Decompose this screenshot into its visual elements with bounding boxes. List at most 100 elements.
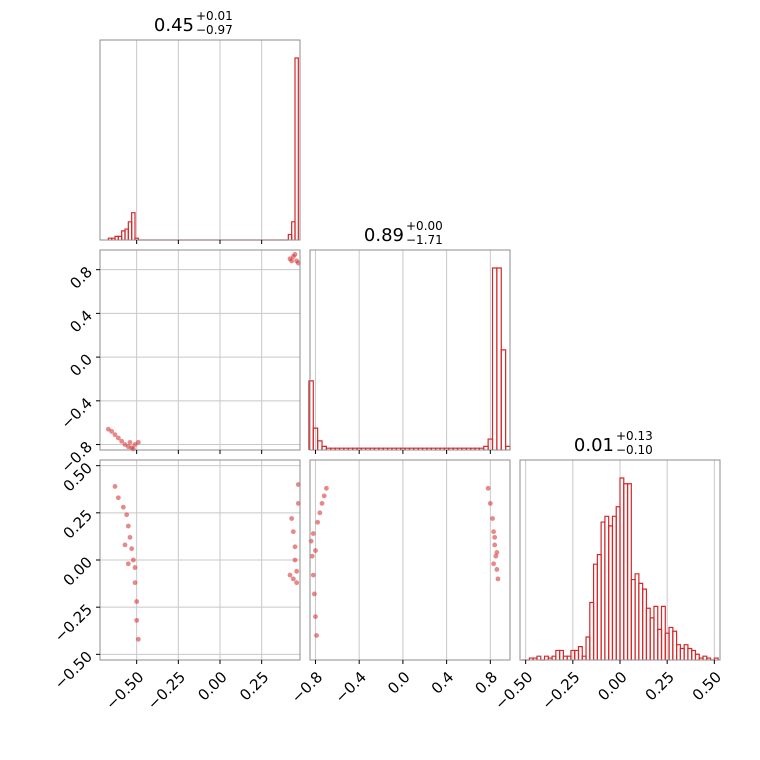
marginal-2-title: 0.89 +0.00−1.71 <box>364 219 443 247</box>
marginal-2-bar-2 <box>317 440 323 450</box>
marginal-3-xtick-label-0: −0.50 <box>491 668 536 713</box>
joint-3-1-point-10 <box>134 599 140 604</box>
marginal-3-xtick-label-1: −0.25 <box>538 668 583 713</box>
marginal-3-bar-51 <box>713 657 719 660</box>
marginal-3-bar-49 <box>706 657 712 660</box>
joint-3-2-point-17 <box>492 542 498 548</box>
joint-3-2-point-23 <box>491 561 497 567</box>
marginal-2-title-minus: −1.71 <box>406 233 443 247</box>
joint-3-1-point-5 <box>127 534 133 540</box>
marginal-2-bar-42 <box>491 267 498 450</box>
joint-3-2-point-4 <box>313 614 318 620</box>
joint-2-1-point-4 <box>119 438 125 444</box>
joint-3-2-point-6 <box>315 519 321 525</box>
joint-3-2-xtick-label-1: −0.4 <box>331 668 369 706</box>
joint-3-1-point-6 <box>129 546 135 552</box>
joint-3-2-point-20 <box>495 576 501 582</box>
joint-3-2-point-13 <box>485 485 491 491</box>
joint-2-1-point-2 <box>112 432 118 438</box>
marginal-2-title-value: 0.89 <box>364 225 404 246</box>
marginal-1-title-plus: +0.01 <box>196 9 233 23</box>
marginal-2-bar-40 <box>483 445 489 450</box>
joint-3-2-xtick-label-0: −0.8 <box>288 668 326 706</box>
marginal-1-bar-8 <box>134 237 139 240</box>
joint-3-2-point-3 <box>311 591 317 597</box>
joint-2-1-point-9 <box>135 439 141 445</box>
joint-3-1-xtick-label-3: 0.25 <box>236 668 272 704</box>
joint-3-2-point-0 <box>308 538 314 544</box>
marginal-3-title-minus: −0.10 <box>616 443 653 457</box>
joint-3-1-point-9 <box>132 580 138 586</box>
joint-3-2-xtick-label-3: 0.4 <box>428 668 458 698</box>
joint-3-2-point-14 <box>487 500 493 506</box>
joint-3-2-point-10 <box>323 485 329 491</box>
joint-3-2-point-11 <box>310 531 316 536</box>
joint-3-1-points <box>112 482 301 642</box>
marginal-3-bar-10 <box>559 649 564 660</box>
marginal-2-bars <box>308 267 511 450</box>
marginal-2-bar-3 <box>321 445 327 450</box>
marginal-2-frame <box>309 249 511 451</box>
joint-3-1-point-20 <box>294 580 300 586</box>
joint-3-2-point-12 <box>313 548 318 553</box>
joint-3-1-point-8 <box>132 565 138 570</box>
joint-3-1-xtick-label-0: −0.50 <box>102 668 147 713</box>
joint-3-1-ytick-label-1: 0.25 <box>60 506 96 542</box>
joint-2-1-point-11 <box>130 446 136 452</box>
marginal-2-title-plus: +0.00 <box>406 219 443 233</box>
joint-3-2-point-18 <box>493 553 499 559</box>
marginal-3-bar-28 <box>626 483 632 660</box>
joint-2-1-ytick-label-0: 0.8 <box>66 263 96 293</box>
marginal-3-bar-15 <box>577 645 583 660</box>
marginal-3-xtick-label-2: 0.00 <box>594 668 630 704</box>
joint-2-1-point-10 <box>127 439 133 445</box>
joint-3-1-point-14 <box>125 561 131 567</box>
marginal-2-bar-0 <box>308 380 314 450</box>
joint-3-2-point-2 <box>310 572 316 578</box>
joint-2-1-ytick-label-1: 0.4 <box>66 307 96 337</box>
joint-3-1-point-0 <box>112 484 118 489</box>
joint-2-1-ytick-label-3: −0.4 <box>58 394 96 432</box>
joint-3-1-point-1 <box>115 495 121 501</box>
joint-3-2-xtick-label-2: 0.0 <box>384 668 414 698</box>
joint-3-2-point-21 <box>492 534 498 540</box>
joint-3-2-point-5 <box>314 633 319 638</box>
joint-3-1-point-12 <box>135 636 141 642</box>
joint-3-1-point-11 <box>134 617 140 623</box>
joint-2-1-point-15 <box>292 251 298 257</box>
joint-3-2-point-9 <box>321 493 327 499</box>
joint-3-2-xtick-label-4: 0.8 <box>471 668 501 698</box>
marginal-3-title-plus: +0.13 <box>616 429 653 443</box>
marginal-3-bar-4 <box>536 655 542 660</box>
joint-3-1-ytick-label-4: −0.50 <box>51 648 96 693</box>
joint-3-1-point-18 <box>292 557 298 563</box>
joint-3-1-point-23 <box>290 576 296 582</box>
marginal-3-xtick-label-4: 0.50 <box>689 668 725 704</box>
joint-3-2-point-7 <box>317 510 323 516</box>
joint-3-1-point-3 <box>124 512 130 518</box>
joint-3-1-point-13 <box>122 542 128 548</box>
marginal-1-bar-56 <box>294 57 299 240</box>
marginal-3-title: 0.01 +0.13−0.10 <box>574 429 653 457</box>
marginal-1-bar-7 <box>131 212 136 240</box>
joint-3-1-xtick-label-2: 0.00 <box>194 668 230 704</box>
joint-3-1-point-7 <box>130 557 136 563</box>
marginal-3-xtick-label-3: 0.25 <box>642 668 678 704</box>
joint-2-1-point-17 <box>289 258 295 264</box>
joint-2-1-ytick-label-2: 0.0 <box>66 350 96 380</box>
marginal-2-bar-45 <box>505 445 511 450</box>
marginal-1-title-value: 0.45 <box>154 15 194 36</box>
marginal-1-title-minus: −0.97 <box>196 23 233 37</box>
marginal-1-title: 0.45 +0.01−0.97 <box>154 9 233 37</box>
joint-3-1-point-24 <box>287 572 293 578</box>
joint-3-1-point-16 <box>290 529 296 535</box>
joint-3-2-point-15 <box>490 516 495 521</box>
joint-2-1-points <box>105 251 301 452</box>
marginal-3-bar-46 <box>694 653 700 660</box>
marginal-1-frame <box>99 39 301 241</box>
joint-3-2-point-8 <box>319 500 325 506</box>
joint-3-2-point-1 <box>309 553 315 559</box>
joint-3-2-points <box>308 485 501 638</box>
joint-3-1-ytick-label-2: 0.00 <box>60 553 96 589</box>
